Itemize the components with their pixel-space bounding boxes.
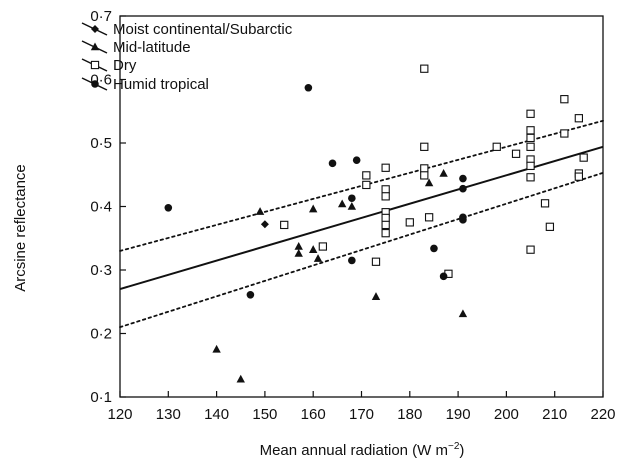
- dry-point: [420, 164, 429, 173]
- x-tick-label: 180: [397, 406, 422, 423]
- humid-tropical-point: [430, 244, 438, 253]
- mid-latitude-point: [309, 204, 318, 213]
- dry-point: [560, 129, 569, 138]
- moist-continental-subarctic-point: [260, 220, 269, 229]
- dry-point: [381, 229, 390, 238]
- dry-point: [526, 126, 535, 135]
- dry-point: [526, 161, 535, 171]
- x-axis-label-superscript: −2: [448, 441, 460, 452]
- humid-tropical-point: [348, 194, 356, 203]
- dry-point: [420, 142, 429, 151]
- x-tick-label: 140: [204, 406, 229, 423]
- x-tick-label: 200: [494, 406, 519, 423]
- dry-point: [405, 218, 414, 227]
- x-tick-label: 120: [107, 406, 132, 423]
- legend-marker-mid-latitude: [90, 42, 100, 51]
- x-tick-label: 150: [252, 406, 277, 423]
- humid-tropical-point: [348, 256, 356, 265]
- y-tick-label: 0·4: [90, 199, 112, 216]
- dry-point: [318, 242, 328, 251]
- humid-tropical-point: [459, 174, 467, 183]
- mid-latitude-point: [439, 168, 448, 177]
- dry-point: [381, 220, 390, 230]
- dry-point: [526, 142, 535, 151]
- x-tick-label: 210: [542, 406, 567, 423]
- dry-point: [362, 171, 371, 180]
- mid-latitude-point: [309, 245, 318, 253]
- dry-point: [574, 172, 583, 181]
- dry-point: [540, 199, 550, 208]
- mid-latitude-point: [371, 292, 381, 300]
- dry-point: [545, 222, 555, 231]
- dry-point: [280, 220, 289, 230]
- humid-tropical-point: [164, 203, 173, 212]
- x-tick-label: 190: [446, 406, 471, 423]
- y-tick-label: 0·3: [90, 262, 112, 279]
- mid-latitude-point: [458, 309, 468, 318]
- humid-tropical-point: [459, 216, 467, 224]
- dry-point: [381, 213, 390, 223]
- legend-label-mid-latitude: Mid-latitude: [113, 39, 191, 56]
- x-tick-label: 220: [590, 406, 615, 423]
- y-tick-label: 0·2: [90, 326, 112, 343]
- mid-latitude-point: [313, 254, 323, 262]
- dry-point: [579, 153, 588, 162]
- mid-latitude-point: [236, 374, 245, 383]
- dry-point: [362, 180, 371, 190]
- mid-latitude-point: [255, 207, 265, 215]
- x-tick-label: 170: [349, 406, 374, 423]
- dry-point: [526, 109, 535, 118]
- dry-point: [424, 213, 434, 222]
- mid-latitude-point: [347, 202, 357, 210]
- legend: Moist continental/SubarcticMid-latitudeD…: [81, 21, 293, 93]
- dry-point: [381, 185, 390, 194]
- dry-point: [526, 245, 535, 254]
- y-axis-label: Arcsine reflectance: [12, 164, 29, 292]
- axes: 120 130 140 150 160 170 180 190 200 210 220 0·1 0·2 0…: [90, 8, 615, 423]
- humid-tropical-point: [246, 290, 255, 299]
- legend-marker-humid-tropical: [91, 80, 99, 88]
- x-axis-label: Mean annual radiation (W m−2): [260, 441, 465, 459]
- mid-latitude-point: [294, 248, 303, 257]
- humid-tropical-point: [459, 184, 467, 193]
- legend-label-humid-tropical: Humid tropical: [113, 76, 209, 93]
- y-tick-label: 0·6: [90, 72, 112, 89]
- dry-point: [560, 95, 569, 104]
- mid-latitude-point: [294, 242, 303, 250]
- y-tick-label: 0·5: [90, 135, 112, 152]
- dry-point: [511, 149, 521, 158]
- legend-marker-dry: [90, 60, 100, 70]
- y-tick-label: 0·7: [90, 8, 112, 25]
- humid-tropical-point: [439, 272, 448, 281]
- mid-latitude-point: [337, 199, 347, 208]
- regression-line: [119, 145, 604, 291]
- humid-tropical-point: [304, 83, 313, 92]
- plot-area: [119, 64, 604, 383]
- plot-frame: [119, 15, 604, 398]
- confidence-band-lower-line: [119, 171, 604, 329]
- dry-point: [381, 192, 390, 201]
- dry-point: [492, 142, 501, 151]
- x-tick-label: 160: [301, 406, 326, 423]
- dry-point: [420, 64, 429, 73]
- legend-label-dry: Dry: [113, 57, 137, 74]
- humid-tropical-point: [352, 156, 361, 164]
- dry-point: [526, 133, 535, 143]
- x-tick-label: 130: [156, 406, 181, 423]
- humid-tropical-point: [328, 159, 337, 168]
- dry-point: [574, 114, 583, 123]
- legend-marker-moist-continental-subarctic: [91, 25, 99, 33]
- dry-point: [526, 173, 535, 182]
- dry-point: [420, 171, 429, 180]
- dry-point: [381, 163, 390, 172]
- legend-label-moist-continental-subarctic: Moist continental/Subarctic: [113, 21, 293, 38]
- dry-point: [371, 257, 381, 266]
- mid-latitude-point: [424, 178, 434, 187]
- y-tick-label: 0·1: [90, 389, 112, 406]
- mid-latitude-point: [212, 344, 221, 353]
- confidence-band-upper-line: [119, 119, 604, 252]
